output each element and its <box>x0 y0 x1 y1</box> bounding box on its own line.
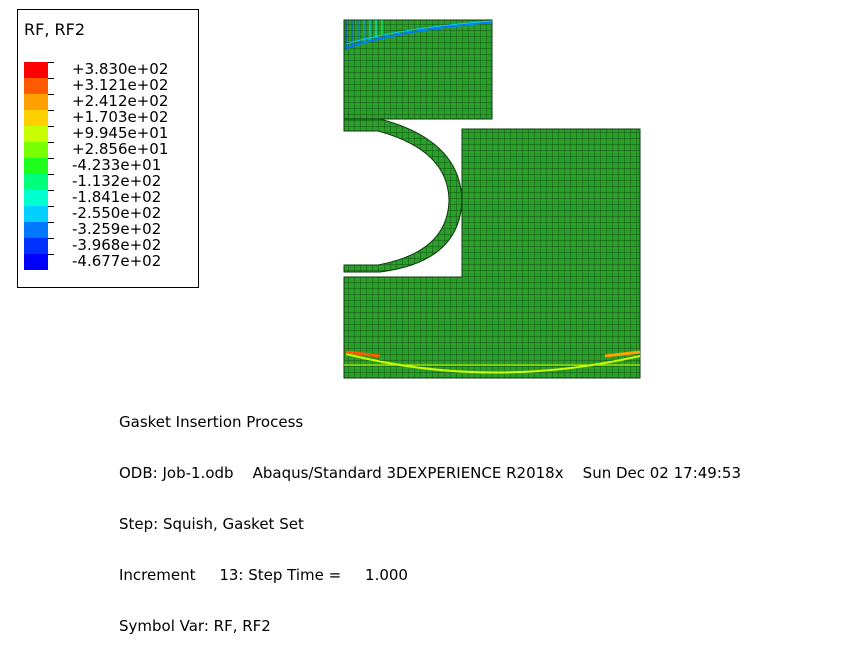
legend-entry: -4.677e+02 <box>24 252 164 270</box>
legend-label: -2.550e+02 <box>72 204 162 222</box>
legend-tick <box>48 78 54 79</box>
legend-entry: +3.121e+02 <box>24 77 168 94</box>
model-title: Gasket Insertion Process <box>119 413 304 431</box>
legend-label: +9.945e+01 <box>72 124 169 142</box>
legend-swatch <box>24 78 48 94</box>
model-viewport[interactable] <box>0 0 855 475</box>
legend-label: +1.703e+02 <box>72 108 169 126</box>
legend-tick <box>48 62 54 63</box>
legend-entry: -3.968e+02 <box>24 236 164 254</box>
legend-entry: +1.703e+02 <box>24 109 168 126</box>
legend-tick <box>48 206 54 207</box>
legend-title: RF, RF2 <box>24 20 85 39</box>
legend-entry: -1.132e+02 <box>24 172 164 190</box>
odb-info: ODB: Job-1.odb Abaqus/Standard 3DEXPERIE… <box>119 464 741 482</box>
legend-swatch <box>24 238 48 254</box>
legend-tick <box>48 110 54 111</box>
step-info: Step: Squish, Gasket Set <box>119 515 304 533</box>
legend-tick <box>48 158 54 159</box>
legend-tick <box>48 238 54 239</box>
legend-tick <box>48 254 54 255</box>
legend-tick <box>48 142 54 143</box>
bottom-reaction-symbols <box>344 350 641 374</box>
symbol-var-info: Symbol Var: RF, RF2 <box>119 617 271 635</box>
legend-entry: +9.945e+01 <box>24 125 168 142</box>
legend-swatch <box>24 126 48 142</box>
legend-label: +3.830e+02 <box>72 60 169 78</box>
legend-swatch <box>24 190 48 206</box>
increment-info: Increment 13: Step Time = 1.000 <box>119 566 408 584</box>
legend-swatch <box>24 158 48 174</box>
legend-swatch <box>24 254 48 270</box>
legend-tick <box>48 190 54 191</box>
legend-label: -4.677e+02 <box>72 252 162 270</box>
legend-entry: -2.550e+02 <box>24 204 164 222</box>
legend-color-scale: +3.830e+02 +3.121e+02 +2.412e+02 +1.703e+02… <box>24 61 168 270</box>
legend-label: -3.968e+02 <box>72 236 162 254</box>
legend-swatch <box>24 142 48 158</box>
legend-tick <box>48 222 54 223</box>
top-reaction-symbols <box>345 20 493 50</box>
legend-tick <box>48 174 54 175</box>
legend-entry: -3.259e+02 <box>24 220 164 238</box>
legend-entry: -1.841e+02 <box>24 188 164 206</box>
legend-swatch <box>24 94 48 110</box>
top-block-mesh <box>343 19 493 120</box>
legend-entry: +2.412e+02 <box>24 93 168 110</box>
legend-label: -1.132e+02 <box>72 172 162 190</box>
legend-swatch <box>24 110 48 126</box>
legend-swatch <box>24 174 48 190</box>
gasket-mesh <box>343 118 463 273</box>
legend-tick <box>48 94 54 95</box>
legend-swatch <box>24 222 48 238</box>
legend-swatch <box>24 62 48 78</box>
legend-entry: +3.830e+02 <box>24 61 168 78</box>
info-text-block: Gasket Insertion Process ODB: Job-1.odb … <box>119 380 741 652</box>
legend-label: -3.259e+02 <box>72 220 162 238</box>
legend-swatch <box>24 206 48 222</box>
legend-label: +2.412e+02 <box>72 92 169 110</box>
legend-tick <box>48 126 54 127</box>
legend-label: +2.856e+01 <box>72 140 169 158</box>
bottom-block-mesh <box>343 128 641 379</box>
legend-entry: -4.233e+01 <box>24 156 164 174</box>
legend-entry: +2.856e+01 <box>24 141 168 158</box>
legend-label: -4.233e+01 <box>72 156 162 174</box>
legend-label: +3.121e+02 <box>72 76 169 94</box>
legend-label: -1.841e+02 <box>72 188 162 206</box>
